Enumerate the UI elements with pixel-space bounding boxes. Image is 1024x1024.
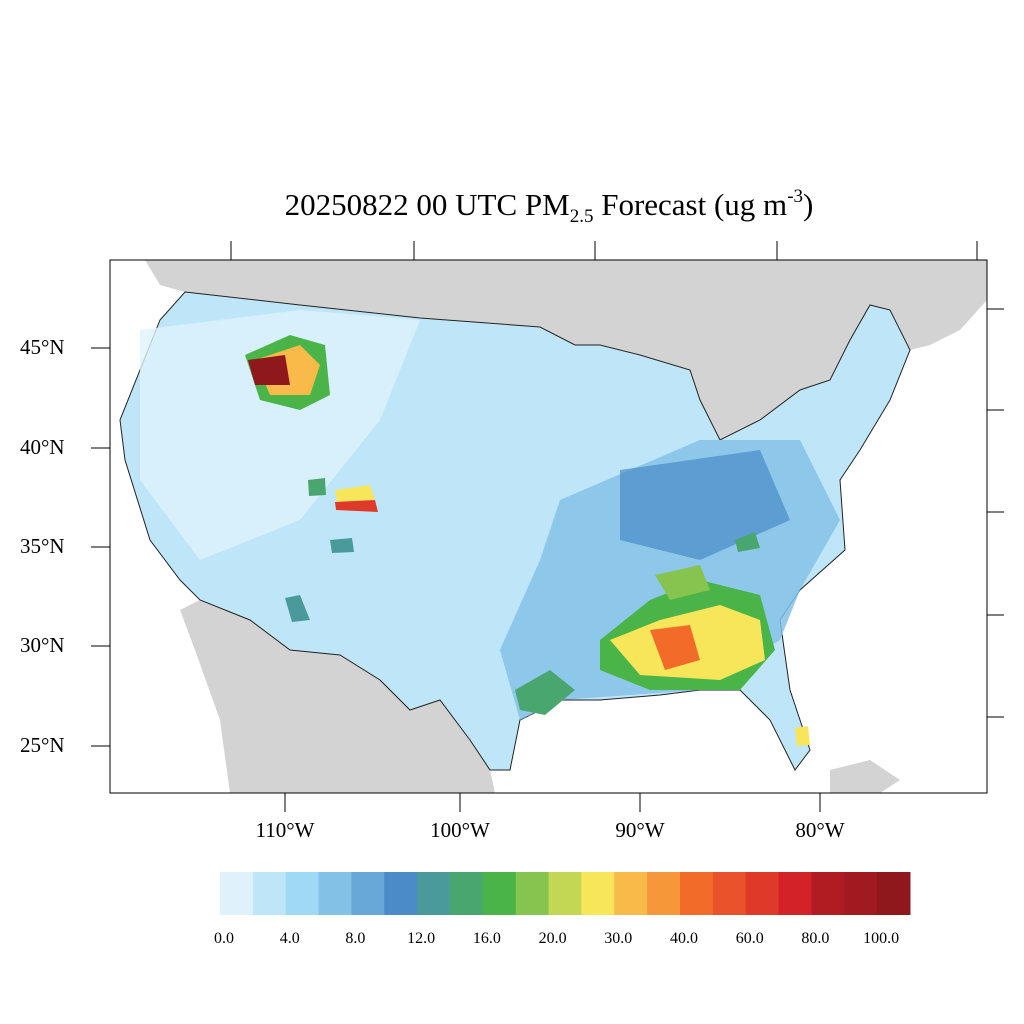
colorbar-label: 80.0 xyxy=(801,930,830,947)
colorbar-label: 40.0 xyxy=(670,930,698,947)
colorbar-label: 100.0 xyxy=(863,930,900,947)
colorbar-label: 30.0 xyxy=(604,930,633,947)
pm-region-colorado-yellow xyxy=(335,485,375,502)
pm-region-west-light xyxy=(140,310,420,560)
pm-region-nm-teal xyxy=(330,538,354,553)
lon-label-100w: 100°W xyxy=(430,818,490,842)
colorbar-bin xyxy=(614,872,648,915)
colorbar-bin xyxy=(515,872,550,915)
colorbar-bin xyxy=(220,872,254,915)
colorbar-label: 20.0 xyxy=(538,930,567,947)
lat-label-30n: 30°N xyxy=(20,633,65,657)
colorbar-bin xyxy=(778,872,812,915)
colorbar-bin xyxy=(647,872,681,915)
axis-ticks xyxy=(91,241,1004,812)
pm-region-southeast-red xyxy=(650,625,700,670)
pm-region-texas-green xyxy=(515,670,575,715)
title-subscript: 2.5 xyxy=(569,206,594,227)
colorbar-bin xyxy=(351,872,385,915)
colorbar-bin xyxy=(318,872,352,915)
title-text-units: Forecast (ug m xyxy=(593,187,788,222)
lon-label-110w: 110°W xyxy=(255,818,315,842)
lat-label-35n: 35°N xyxy=(20,534,65,558)
pm-region-idaho-red xyxy=(248,355,290,385)
lon-label-80w: 80°W xyxy=(795,818,845,842)
map-title: 20250822 00 UTC PM2.5 Forecast (ug m-3) xyxy=(0,186,1024,228)
colorbar-bin xyxy=(712,872,747,915)
colorbar-label: 0.0 xyxy=(214,930,234,947)
pm-region-florida xyxy=(795,726,810,746)
colorbar-bin xyxy=(877,872,911,915)
colorbar-bin xyxy=(252,872,287,915)
mexico-land xyxy=(180,600,495,793)
colorbar-label: 60.0 xyxy=(735,930,764,947)
colorbar-bin xyxy=(450,872,484,915)
pm-region-va-green xyxy=(735,532,760,552)
plot-frame xyxy=(109,259,988,794)
pm-region-al-green xyxy=(655,565,710,600)
colorbar-label: 12.0 xyxy=(407,930,436,947)
pm-region-wyoming-green xyxy=(308,478,326,496)
colorbar-bin xyxy=(844,872,878,915)
colorbar-label: 16.0 xyxy=(472,930,501,947)
colorbar-bin xyxy=(811,872,845,915)
lon-label-90w: 90°W xyxy=(615,818,665,842)
lat-label-40n: 40°N xyxy=(20,435,65,459)
colorbar-bin xyxy=(581,872,615,915)
canada-land xyxy=(145,260,987,440)
pm-region-southeast-blue xyxy=(620,450,790,560)
colorbar xyxy=(220,872,911,915)
colorbar-bin xyxy=(482,872,517,915)
pm-region-arizona-teal xyxy=(285,595,310,622)
colorbar-bin xyxy=(548,872,582,915)
colorbar-bin xyxy=(745,872,780,915)
colorbar-bin xyxy=(417,872,451,915)
map-panel xyxy=(110,260,987,793)
colorbar-label: 8.0 xyxy=(345,930,366,947)
lat-label-45n: 45°N xyxy=(20,335,65,359)
colorbar-label: 4.0 xyxy=(279,930,300,947)
colorbar-bin xyxy=(680,872,714,915)
lat-label-25n: 25°N xyxy=(20,733,65,757)
pm-region-colorado-red xyxy=(335,500,378,512)
title-text: 20250822 00 UTC PM xyxy=(284,187,570,222)
colorbar-bin xyxy=(285,872,320,915)
title-superscript: -3 xyxy=(787,186,804,207)
colorbar-bin xyxy=(384,872,418,915)
title-text-end: ) xyxy=(803,187,814,222)
cuba-land xyxy=(830,760,900,793)
